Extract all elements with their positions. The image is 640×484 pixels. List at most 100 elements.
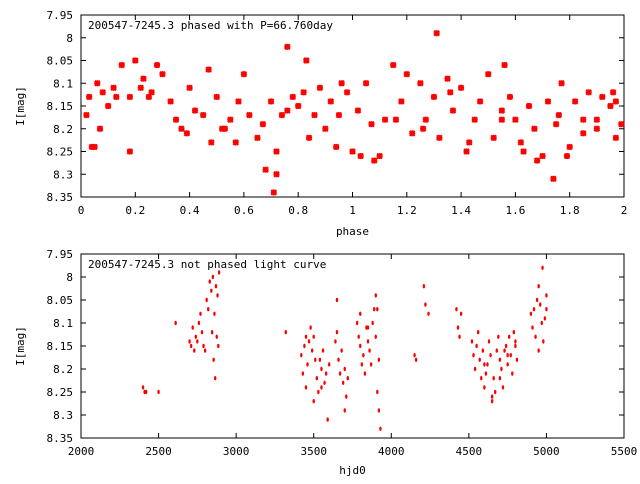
data-point bbox=[504, 343, 508, 349]
data-point bbox=[303, 343, 306, 349]
data-point bbox=[334, 339, 337, 344]
data-point bbox=[501, 385, 505, 390]
y-tick-label: 8.15 bbox=[47, 100, 74, 113]
data-point bbox=[515, 357, 519, 362]
data-point bbox=[284, 330, 287, 335]
data-point bbox=[214, 284, 218, 289]
plot-frame bbox=[80, 253, 625, 439]
data-point bbox=[338, 371, 342, 376]
data-point bbox=[318, 357, 322, 362]
data-point bbox=[326, 417, 329, 422]
data-point bbox=[304, 334, 308, 339]
data-point bbox=[91, 143, 98, 151]
x-tick-label: 0.8 bbox=[288, 204, 308, 217]
data-point bbox=[346, 376, 350, 381]
data-point bbox=[301, 371, 305, 376]
data-point bbox=[607, 102, 614, 110]
data-point bbox=[213, 93, 220, 101]
data-point bbox=[511, 371, 514, 376]
data-point bbox=[379, 426, 382, 431]
data-point bbox=[262, 166, 269, 173]
x-tick-label: 1.8 bbox=[560, 204, 580, 217]
data-point bbox=[335, 111, 343, 119]
data-point bbox=[191, 107, 199, 114]
data-point bbox=[221, 125, 229, 132]
data-point bbox=[409, 130, 416, 137]
data-point bbox=[486, 362, 489, 367]
data-point bbox=[374, 293, 377, 298]
data-point bbox=[427, 311, 430, 316]
data-point bbox=[85, 93, 93, 101]
data-point bbox=[500, 366, 503, 372]
data-point bbox=[552, 120, 560, 128]
data-point bbox=[447, 89, 454, 96]
x-tick-label: 4000 bbox=[378, 445, 405, 458]
data-point bbox=[533, 157, 541, 164]
data-point bbox=[216, 293, 219, 298]
x-axis-label: phase bbox=[336, 225, 369, 238]
data-point bbox=[494, 389, 497, 395]
data-point bbox=[317, 389, 320, 395]
y-axis-label: I[mag] bbox=[14, 86, 27, 126]
data-point bbox=[571, 98, 579, 105]
data-point bbox=[555, 111, 563, 119]
data-point bbox=[368, 120, 375, 128]
data-point bbox=[430, 93, 438, 101]
data-point bbox=[506, 362, 509, 367]
y-axis-label: I[mag] bbox=[14, 326, 27, 366]
data-point bbox=[517, 139, 525, 146]
data-point bbox=[376, 307, 379, 312]
data-point bbox=[341, 380, 345, 385]
data-point bbox=[246, 111, 253, 119]
y-tick-label: 7.95 bbox=[47, 9, 74, 22]
data-point bbox=[183, 130, 191, 137]
data-point bbox=[213, 311, 216, 316]
y-tick-label: 8.1 bbox=[53, 77, 73, 90]
data-point bbox=[392, 116, 400, 123]
data-point bbox=[514, 343, 517, 349]
data-point bbox=[541, 265, 544, 270]
data-point bbox=[157, 389, 160, 395]
data-point bbox=[501, 61, 508, 69]
data-point bbox=[390, 61, 397, 69]
data-point bbox=[337, 357, 340, 362]
data-point bbox=[612, 98, 620, 105]
data-point bbox=[466, 139, 473, 146]
data-point bbox=[132, 57, 139, 64]
data-point bbox=[455, 307, 458, 312]
x-tick-label: 3500 bbox=[300, 445, 327, 458]
data-point bbox=[371, 320, 374, 326]
unphased-light-curve-panel: 7.95 8 8.05 8.1 8.15 8.2 8.25 8.3 8.35 2000 2500 3… bbox=[14, 248, 637, 477]
data-point bbox=[104, 102, 112, 110]
data-point bbox=[159, 70, 166, 78]
data-point bbox=[213, 376, 217, 381]
x-tick-label: 1 bbox=[349, 204, 356, 217]
data-point bbox=[362, 80, 370, 87]
data-point bbox=[202, 343, 205, 349]
data-point bbox=[537, 284, 540, 289]
data-point bbox=[328, 362, 331, 367]
data-point bbox=[196, 339, 199, 344]
data-point bbox=[481, 348, 485, 353]
data-point bbox=[144, 389, 148, 395]
data-point bbox=[398, 98, 405, 105]
data-point bbox=[433, 29, 440, 37]
data-point bbox=[580, 116, 587, 123]
data-point bbox=[585, 89, 592, 96]
data-point bbox=[141, 385, 145, 390]
data-point bbox=[424, 302, 427, 307]
data-point bbox=[371, 157, 378, 164]
data-point bbox=[345, 394, 348, 399]
data-point bbox=[539, 152, 546, 160]
data-point bbox=[310, 348, 314, 353]
y-tick-label: 8.1 bbox=[53, 317, 73, 330]
data-point bbox=[537, 348, 540, 353]
data-point bbox=[289, 93, 296, 101]
data-point bbox=[599, 93, 606, 101]
data-point bbox=[457, 84, 465, 92]
data-point bbox=[490, 394, 494, 399]
data-point bbox=[273, 171, 280, 178]
data-point bbox=[338, 80, 345, 87]
data-point bbox=[618, 120, 625, 128]
data-point bbox=[259, 120, 267, 128]
